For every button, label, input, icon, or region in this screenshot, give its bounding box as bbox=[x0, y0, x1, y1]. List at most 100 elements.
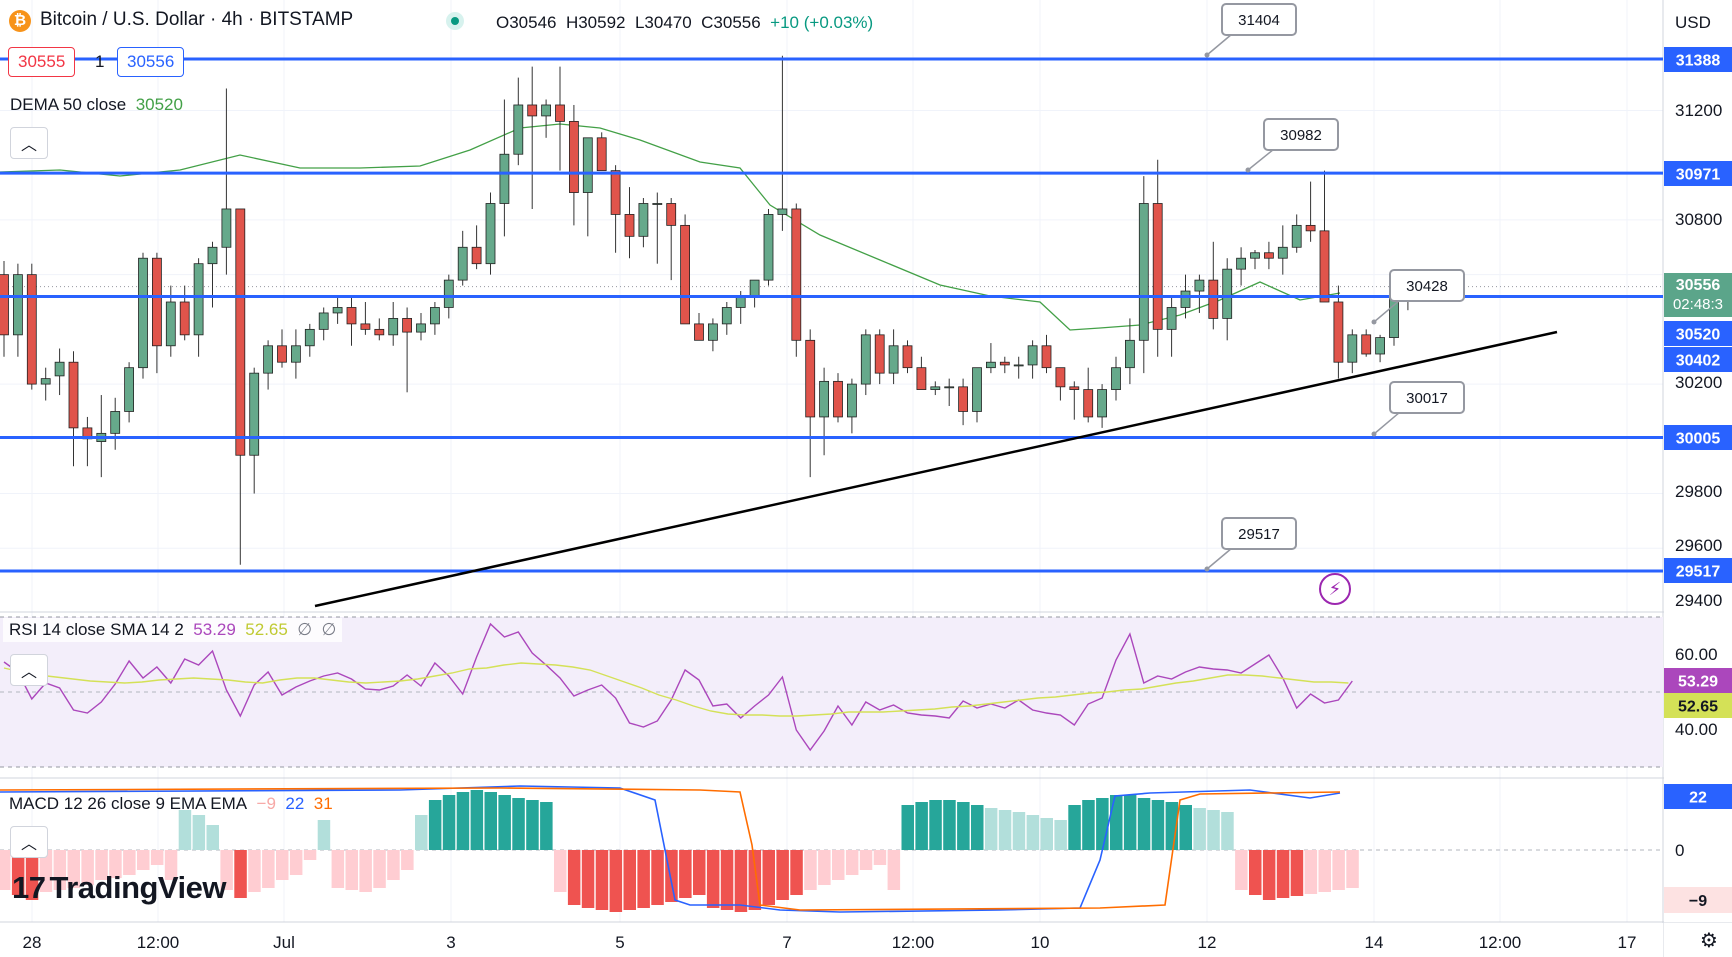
candle bbox=[388, 302, 399, 346]
candle bbox=[1125, 318, 1135, 385]
level-price-badge: 30005 bbox=[1676, 431, 1721, 448]
candle bbox=[277, 329, 287, 368]
bid-price-box[interactable]: 30555 bbox=[8, 47, 76, 77]
candle bbox=[429, 302, 440, 335]
candle bbox=[263, 340, 274, 390]
candle bbox=[541, 99, 551, 138]
candle-body bbox=[1305, 224, 1316, 232]
macd-hist-value: −9 bbox=[256, 794, 276, 813]
candle bbox=[1208, 241, 1219, 330]
candle bbox=[833, 373, 843, 423]
candle-body bbox=[582, 137, 593, 193]
rsi-legend[interactable]: RSI 14 close SMA 14 2 53.29 52.65 ∅ ∅ bbox=[3, 618, 343, 642]
macd-histogram-bar bbox=[651, 850, 664, 905]
candle-body bbox=[151, 257, 162, 347]
callout-box bbox=[1221, 517, 1297, 550]
replay-lightning-icon[interactable]: ⚡ bbox=[1319, 573, 1351, 605]
symbol-logo-icon: ₿ bbox=[9, 10, 31, 32]
macd-histogram-bar bbox=[373, 850, 386, 888]
candle-body bbox=[596, 137, 607, 172]
macd-histogram-bar bbox=[790, 850, 803, 895]
symbol-title[interactable]: Bitcoin / U.S. Dollar · 4h · BITSTAMP bbox=[40, 9, 354, 30]
candle bbox=[110, 397, 121, 450]
macd-histogram-bar bbox=[567, 850, 581, 905]
candle bbox=[819, 367, 829, 456]
callout-anchor bbox=[1204, 52, 1210, 58]
time-tick-label: 12:00 bbox=[892, 933, 935, 952]
ohlc-close: C30556 bbox=[701, 13, 761, 32]
callout-label: 31404 bbox=[1238, 12, 1280, 29]
candle bbox=[1152, 159, 1163, 357]
candle bbox=[290, 329, 301, 379]
candle-body bbox=[958, 386, 968, 412]
trend-line bbox=[314, 330, 1558, 608]
macd-legend[interactable]: MACD 12 26 close 9 EMA EMA −9 22 31 bbox=[9, 794, 333, 814]
macd-histogram-bar bbox=[1318, 850, 1331, 892]
time-tick-label: 5 bbox=[615, 933, 624, 952]
price-tick-label: 31200 bbox=[1675, 101, 1722, 120]
macd-histogram-bar bbox=[1179, 805, 1192, 850]
level-price-badge-bg bbox=[1664, 425, 1732, 450]
ask-price-box[interactable]: 30556 bbox=[117, 47, 185, 77]
candle bbox=[680, 214, 690, 325]
macd-histogram-bar bbox=[818, 850, 831, 885]
candle-body bbox=[263, 345, 274, 374]
candle bbox=[485, 192, 496, 275]
candle-body bbox=[110, 411, 121, 434]
macd-histogram-bar bbox=[901, 805, 914, 850]
candle bbox=[596, 132, 607, 172]
candle bbox=[930, 381, 941, 396]
candle-body bbox=[916, 367, 927, 390]
candle-body bbox=[179, 301, 190, 336]
settings-gear-icon[interactable]: ⚙ bbox=[1700, 930, 1718, 952]
macd-histogram-bar bbox=[804, 850, 817, 890]
macd-histogram-bar bbox=[109, 850, 122, 878]
macd-histogram-bar bbox=[401, 850, 414, 870]
dema-legend[interactable]: DEMA 50 close 30520 bbox=[10, 95, 183, 115]
macd-histogram-bar bbox=[1068, 805, 1081, 850]
collapse-rsi-button[interactable]: ︿ bbox=[10, 654, 48, 686]
candle-body bbox=[429, 307, 440, 325]
macd-histogram-bar bbox=[915, 802, 928, 850]
candle bbox=[513, 77, 524, 166]
candle-body bbox=[388, 318, 399, 336]
candle bbox=[610, 165, 621, 253]
candle bbox=[151, 252, 162, 374]
candle bbox=[179, 285, 190, 341]
macd-histogram-bar bbox=[428, 800, 442, 850]
macd-histogram-bar bbox=[734, 850, 748, 912]
tradingview-logo[interactable]: 17 TradingView bbox=[12, 870, 227, 906]
collapse-legend-button[interactable]: ︿ bbox=[10, 127, 48, 159]
callout-label: 30017 bbox=[1406, 390, 1448, 407]
macd-histogram-bar bbox=[192, 815, 206, 850]
candle-body bbox=[874, 334, 885, 374]
macd-histogram-bar bbox=[1137, 798, 1151, 850]
candle-body bbox=[1125, 339, 1135, 369]
macd-histogram-bar bbox=[498, 795, 511, 850]
macd-histogram-bar bbox=[248, 850, 261, 892]
price-callout: 31404 bbox=[1204, 3, 1297, 58]
candle-body bbox=[165, 301, 176, 347]
callout-box bbox=[1221, 3, 1297, 36]
macd-histogram-bar bbox=[262, 850, 275, 888]
candle bbox=[763, 208, 774, 286]
collapse-macd-button[interactable]: ︿ bbox=[10, 826, 48, 858]
candle-body bbox=[1041, 345, 1052, 369]
macd-histogram-bar bbox=[1082, 800, 1095, 850]
candle-body bbox=[527, 104, 538, 117]
candle bbox=[1166, 296, 1177, 357]
time-tick-label: 14 bbox=[1365, 933, 1384, 952]
candle-body bbox=[471, 246, 482, 265]
macd-histogram-bar bbox=[178, 810, 192, 850]
dema-label: DEMA 50 close bbox=[10, 95, 127, 114]
currency-label: USD bbox=[1675, 13, 1711, 32]
candle bbox=[1027, 340, 1038, 379]
candle bbox=[1347, 329, 1358, 374]
candle-body bbox=[1347, 334, 1358, 363]
macd-histogram-bar bbox=[554, 850, 567, 892]
macd-histogram-bar bbox=[11, 850, 25, 895]
price-tick-label: 30800 bbox=[1675, 210, 1722, 229]
macd-histogram-bar bbox=[998, 810, 1012, 850]
candle-body bbox=[652, 203, 663, 205]
